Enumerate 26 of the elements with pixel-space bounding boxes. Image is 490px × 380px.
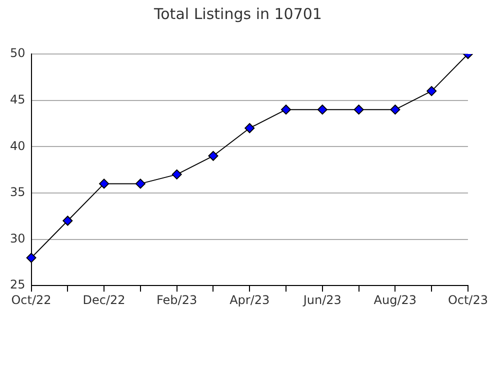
- x-tick-label: Jun/23: [302, 292, 342, 307]
- x-tick-label: Oct/22: [11, 292, 52, 307]
- chart-title: Total Listings in 10701: [153, 4, 322, 23]
- x-tick-label: Feb/23: [156, 292, 198, 307]
- point: [62, 216, 73, 226]
- point: [172, 169, 182, 180]
- point: [135, 178, 146, 189]
- y-tick-label: 50: [10, 46, 26, 60]
- point: [244, 123, 255, 134]
- point: [26, 252, 36, 263]
- y-tick-label: 35: [10, 185, 26, 200]
- y-tick-label: 45: [10, 92, 26, 106]
- y-tick-label: 25: [10, 278, 26, 292]
- point: [317, 104, 328, 115]
- x-tick-label: Apr/23: [230, 292, 270, 307]
- y-tick-label: 30: [10, 231, 26, 246]
- x-tick-label: Dec/22: [82, 292, 126, 307]
- point: [281, 104, 292, 115]
- point: [354, 104, 364, 115]
- point: [208, 150, 218, 161]
- y-tick-label: 40: [10, 138, 26, 153]
- point: [99, 178, 110, 189]
- x-tick-label: Oct/23: [448, 292, 488, 307]
- point: [390, 104, 400, 115]
- x-tick-label: Aug/23: [374, 292, 417, 307]
- point: [426, 86, 437, 96]
